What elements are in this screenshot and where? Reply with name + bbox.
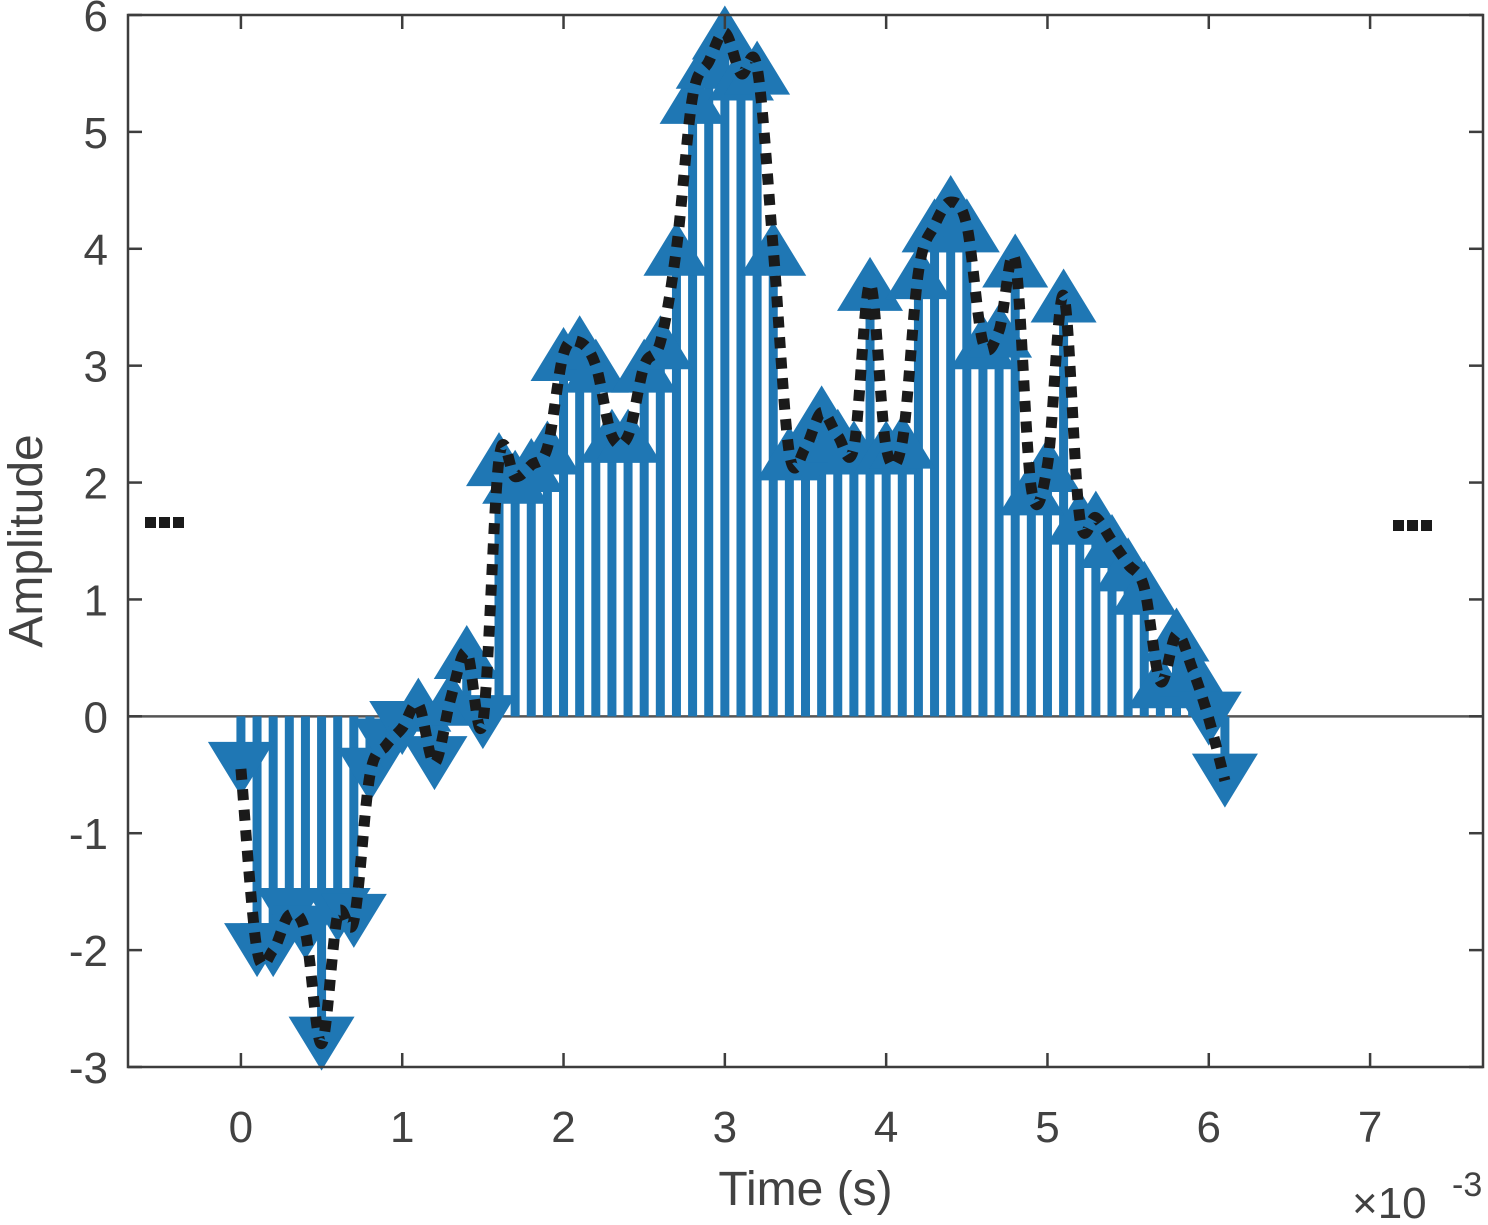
x-tick-label: 1 [390, 1103, 414, 1152]
x-tick-label: 2 [551, 1103, 575, 1152]
ellipsis-dot [145, 517, 156, 528]
sample-marker-triangle [837, 256, 904, 311]
y-tick-label: 0 [84, 693, 108, 742]
sample-markers [207, 5, 1258, 1071]
x-axis-multiplier: ×10 [1352, 1179, 1427, 1225]
y-tick-label: 2 [84, 460, 108, 509]
y-axis-label: Amplitude [0, 434, 53, 647]
x-tick-label: 5 [1035, 1103, 1059, 1152]
continuation-dots [145, 517, 1432, 531]
x-tick-label: 0 [229, 1103, 253, 1152]
y-tick-label: -3 [69, 1044, 108, 1093]
axis-ticks [128, 13, 1483, 1069]
y-tick-label: -2 [69, 927, 108, 976]
y-tick-label: 4 [84, 226, 108, 275]
y-tick-label: -1 [69, 810, 108, 859]
sample-marker-triangle [1175, 691, 1242, 746]
ellipsis-dot [1407, 520, 1418, 531]
x-axis-multiplier-exponent: -3 [1452, 1166, 1482, 1204]
ellipsis-dot [1393, 520, 1404, 531]
dotted-interpolation-curve [235, 27, 1231, 1050]
x-tick-label: 7 [1358, 1103, 1382, 1152]
sample-marker-triangle [207, 741, 274, 796]
ellipsis-dot [1421, 520, 1432, 531]
sample-marker-triangle [740, 221, 807, 276]
ellipsis-dot [173, 517, 184, 528]
y-tick-label: 6 [84, 0, 108, 41]
sample-marker-triangle [433, 625, 500, 680]
tick-labels: 0 1 2 3 4 5 6 7 -3 -2 -1 0 1 2 3 4 5 6 [69, 0, 1382, 1152]
axes-box [126, 13, 1485, 1069]
sample-marker-triangle [401, 736, 468, 791]
y-tick-label: 1 [84, 576, 108, 625]
x-tick-label: 3 [713, 1103, 737, 1152]
sample-marker-triangle [724, 40, 791, 95]
y-tick-label: 3 [84, 343, 108, 392]
sample-marker-triangle [933, 198, 1000, 253]
x-axis-label: Time (s) [718, 1163, 892, 1216]
y-tick-label: 5 [84, 109, 108, 158]
sample-marker-triangle [643, 221, 710, 276]
ellipsis-dot [159, 517, 170, 528]
x-tick-label: 6 [1197, 1103, 1221, 1152]
sample-marker-triangle [562, 338, 629, 393]
x-tick-label: 4 [874, 1103, 898, 1152]
sample-marker-triangle [691, 5, 758, 60]
